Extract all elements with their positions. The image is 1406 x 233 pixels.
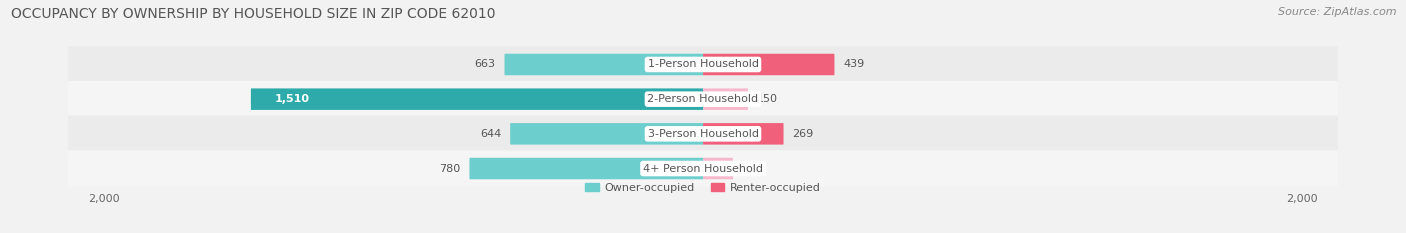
FancyBboxPatch shape bbox=[69, 81, 1337, 117]
Text: 780: 780 bbox=[439, 164, 461, 174]
FancyBboxPatch shape bbox=[69, 46, 1337, 83]
FancyBboxPatch shape bbox=[69, 116, 1337, 152]
FancyBboxPatch shape bbox=[703, 54, 834, 75]
Text: 100: 100 bbox=[742, 164, 763, 174]
FancyBboxPatch shape bbox=[505, 54, 703, 75]
Text: 439: 439 bbox=[844, 59, 865, 69]
FancyBboxPatch shape bbox=[510, 123, 703, 145]
Text: 2-Person Household: 2-Person Household bbox=[647, 94, 759, 104]
FancyBboxPatch shape bbox=[703, 88, 748, 110]
Text: 150: 150 bbox=[756, 94, 778, 104]
FancyBboxPatch shape bbox=[69, 150, 1337, 187]
Text: 1,510: 1,510 bbox=[274, 94, 309, 104]
FancyBboxPatch shape bbox=[703, 158, 733, 179]
Text: 4+ Person Household: 4+ Person Household bbox=[643, 164, 763, 174]
FancyBboxPatch shape bbox=[250, 88, 703, 110]
Text: 663: 663 bbox=[474, 59, 495, 69]
Text: 1-Person Household: 1-Person Household bbox=[648, 59, 758, 69]
Text: 269: 269 bbox=[793, 129, 814, 139]
Text: 644: 644 bbox=[479, 129, 501, 139]
Text: 3-Person Household: 3-Person Household bbox=[648, 129, 758, 139]
Text: Source: ZipAtlas.com: Source: ZipAtlas.com bbox=[1278, 7, 1396, 17]
FancyBboxPatch shape bbox=[703, 123, 783, 145]
FancyBboxPatch shape bbox=[470, 158, 703, 179]
Text: OCCUPANCY BY OWNERSHIP BY HOUSEHOLD SIZE IN ZIP CODE 62010: OCCUPANCY BY OWNERSHIP BY HOUSEHOLD SIZE… bbox=[11, 7, 496, 21]
Legend: Owner-occupied, Renter-occupied: Owner-occupied, Renter-occupied bbox=[581, 178, 825, 197]
